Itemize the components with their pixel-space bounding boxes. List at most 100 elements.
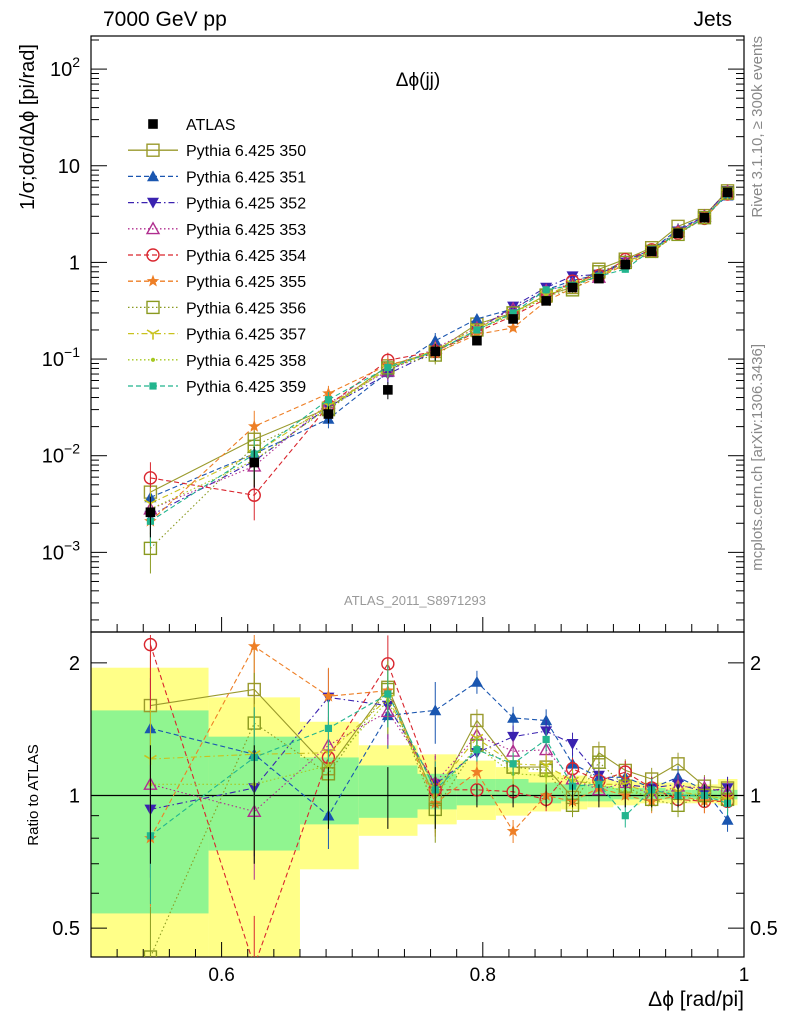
data-point-ratio-pythia-6-425-359 bbox=[621, 812, 629, 820]
legend-label-pythia-6-425-356: Pythia 6.425 356 bbox=[186, 300, 306, 317]
data-point-ratio-pythia-6-425-356 bbox=[143, 950, 158, 957]
data-point-ratio-pythia-6-425-351 bbox=[429, 704, 442, 716]
data-point-ratio-pythia-6-425-355 bbox=[322, 689, 335, 702]
data-point-ratio-pythia-6-425-359 bbox=[595, 780, 603, 788]
legend-marker-pythia-6-425-352 bbox=[147, 197, 159, 209]
y-tick-label-main: 10 bbox=[58, 156, 80, 178]
y-tick-label-main: 10−1 bbox=[42, 344, 80, 371]
y-tick-label-main: 1 bbox=[69, 252, 80, 274]
ratio-uncertainty-bands bbox=[91, 667, 738, 957]
data-point-main-atlas bbox=[594, 273, 604, 284]
y-tick-label-ratio-left: 1 bbox=[69, 785, 80, 807]
legend-marker-pythia-6-425-359 bbox=[149, 382, 157, 390]
y-tick-label-ratio-left: 0.5 bbox=[52, 918, 80, 940]
y-tick-label-main: 102 bbox=[50, 54, 80, 81]
data-point-main-pythia-6-425-355 bbox=[506, 321, 520, 334]
data-point-main-pythia-6-425-359 bbox=[473, 326, 481, 334]
y-tick-label-ratio-right: 1 bbox=[750, 785, 761, 807]
data-point-ratio-pythia-6-425-359 bbox=[324, 724, 333, 732]
y-tick-label-main: 10−2 bbox=[42, 441, 80, 468]
data-point-main-pythia-6-425-356 bbox=[671, 227, 685, 242]
ratio-series-group bbox=[143, 635, 735, 957]
data-point-ratio-pythia-6-425-351 bbox=[470, 675, 483, 687]
y-tick-label-ratio-right: 2 bbox=[750, 653, 761, 675]
data-point-main-atlas bbox=[646, 246, 657, 257]
data-point-ratio-pythia-6-425-355 bbox=[470, 765, 484, 778]
mcplots-label: mcplots.cern.ch [arXiv:1306.3436] bbox=[749, 344, 766, 571]
data-point-main-pythia-6-425-356 bbox=[644, 244, 659, 259]
y-tick-label-ratio-right: 0.5 bbox=[750, 918, 778, 940]
data-point-ratio-pythia-6-425-359 bbox=[473, 746, 481, 754]
legend-marker-pythia-6-425-353 bbox=[145, 221, 161, 235]
data-point-main-atlas bbox=[145, 507, 156, 518]
y-axis-label-main: 1/σ;dσ/dΔϕ [pi/rad] bbox=[17, 44, 39, 210]
legend-label-pythia-6-425-350: Pythia 6.425 350 bbox=[186, 143, 306, 160]
series-line-main-pythia-6-425-356 bbox=[150, 192, 728, 549]
legend-marker-pythia-6-425-357 bbox=[146, 329, 160, 340]
data-point-main-pythia-6-425-351 bbox=[429, 334, 442, 346]
legend-marker-pythia-6-425-358 bbox=[150, 357, 156, 362]
legend-label-atlas: ATLAS bbox=[186, 117, 236, 134]
data-point-ratio-pythia-6-425-354 bbox=[143, 637, 158, 652]
data-point-ratio-pythia-6-425-355 bbox=[506, 824, 520, 837]
data-point-main-atlas bbox=[673, 228, 683, 239]
legend-marker-pythia-6-425-355 bbox=[146, 274, 160, 287]
legend-label-pythia-6-425-353: Pythia 6.425 353 bbox=[186, 222, 306, 239]
data-point-main-pythia-6-425-359 bbox=[542, 286, 550, 294]
series-line-ratio-pythia-6-425-351 bbox=[150, 681, 728, 821]
legend-label-pythia-6-425-351: Pythia 6.425 351 bbox=[186, 169, 306, 186]
y-axis-ticks-ratio: 0.5 0.5 1 1 2 2 bbox=[52, 653, 778, 940]
series-line-main-pythia-6-425-353 bbox=[150, 191, 728, 510]
data-point-main-pythia-6-425-359 bbox=[509, 309, 517, 317]
data-point-ratio-pythia-6-425-359 bbox=[542, 735, 550, 744]
ratio-plot-frame bbox=[90, 631, 745, 958]
legend-marker-pythia-6-425-354 bbox=[146, 248, 160, 262]
data-point-main-pythia-6-425-359 bbox=[384, 363, 392, 371]
data-point-ratio-pythia-6-425-359 bbox=[384, 690, 392, 698]
series-line-main-pythia-6-425-358 bbox=[150, 192, 728, 510]
legend-label-pythia-6-425-355: Pythia 6.425 355 bbox=[186, 274, 306, 291]
data-point-main-atlas bbox=[620, 259, 631, 270]
series-line-main-pythia-6-425-355 bbox=[150, 192, 728, 522]
y-tick-label-main: 10−3 bbox=[42, 537, 80, 564]
main-series-group bbox=[143, 184, 735, 574]
data-point-main-atlas bbox=[508, 314, 518, 324]
data-point-main-pythia-6-425-359 bbox=[324, 396, 333, 404]
header-energy-label: 7000 GeV pp bbox=[103, 8, 227, 31]
data-point-ratio-pythia-6-425-359 bbox=[509, 760, 517, 768]
x-tick-label: 1 bbox=[739, 965, 750, 986]
band-green-bin bbox=[561, 784, 588, 802]
y-axis-label-ratio: Ratio to ATLAS bbox=[25, 744, 42, 845]
legend-label-pythia-6-425-357: Pythia 6.425 357 bbox=[186, 327, 306, 344]
legend-marker-pythia-6-425-356 bbox=[146, 300, 160, 315]
header-jets-label: Jets bbox=[693, 8, 732, 31]
legend-label-pythia-6-425-358: Pythia 6.425 358 bbox=[186, 353, 306, 370]
data-point-main-pythia-6-425-354 bbox=[143, 471, 158, 485]
series-line-ratio-pythia-6-425-356 bbox=[149, 688, 728, 957]
chart-title: Δϕ(jj) bbox=[396, 70, 440, 91]
data-point-ratio-pythia-6-425-352 bbox=[507, 731, 520, 743]
y-axis-ticks-main: 10−3 10−2 10−1 1 10 102 bbox=[42, 39, 744, 621]
x-tick-label: 0.8 bbox=[470, 965, 496, 986]
data-point-ratio-pythia-6-425-351 bbox=[507, 711, 520, 723]
data-point-ratio-pythia-6-425-358 bbox=[326, 763, 331, 768]
analysis-label: ATLAS_2011_S8971293 bbox=[344, 593, 486, 608]
data-point-ratio-pythia-6-425-352 bbox=[566, 739, 579, 750]
y-tick-label-ratio-left: 2 bbox=[69, 653, 80, 675]
data-point-main-atlas bbox=[699, 212, 710, 223]
legend-marker-atlas bbox=[148, 119, 158, 129]
data-point-main-pythia-6-425-355 bbox=[248, 419, 261, 432]
legend-marker-pythia-6-425-350 bbox=[146, 143, 160, 157]
data-point-main-atlas bbox=[249, 457, 260, 468]
data-point-main-atlas bbox=[383, 385, 393, 395]
data-point-ratio-pythia-6-425-351 bbox=[540, 714, 553, 726]
data-point-main-atlas bbox=[541, 296, 551, 306]
x-axis-label: Δϕ [rad/pi] bbox=[648, 988, 744, 1011]
data-point-main-atlas bbox=[567, 282, 578, 293]
legend: ATLAS Pythia 6.425 350 Pythia 6.425 351 Pyt… bbox=[128, 117, 306, 396]
data-point-main-atlas bbox=[472, 335, 482, 346]
legend-label-pythia-6-425-354: Pythia 6.425 354 bbox=[186, 248, 306, 265]
data-point-ratio-pythia-6-425-351 bbox=[721, 813, 734, 825]
x-axis-ticks: 0.6 0.8 1 bbox=[90, 617, 750, 986]
